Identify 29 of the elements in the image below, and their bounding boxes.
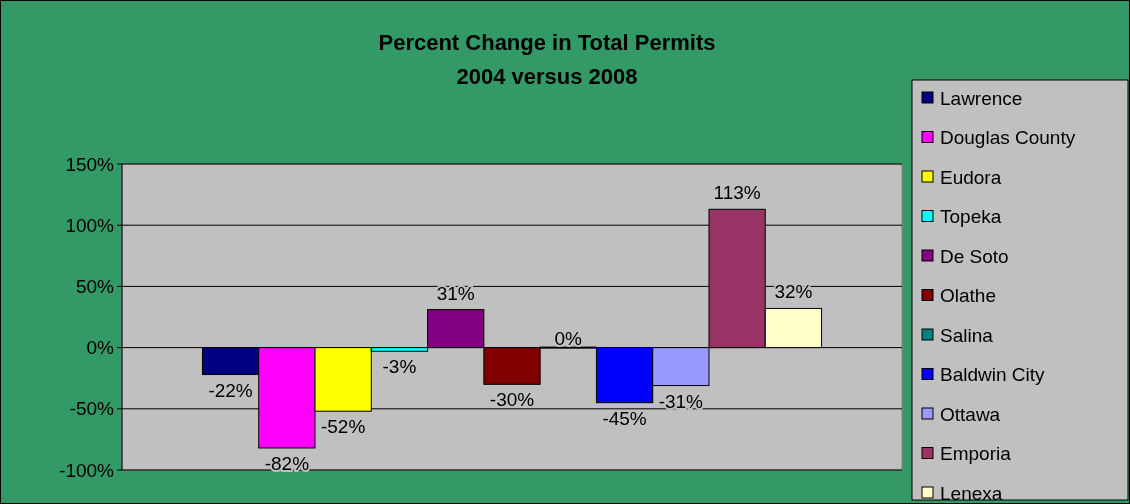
data-label: -52% — [320, 416, 366, 438]
data-label: -30% — [489, 389, 535, 411]
chart-title: Percent Change in Total Permits 2004 versus 2008 — [378, 30, 716, 89]
legend-label: De Soto — [940, 245, 1009, 267]
data-label: -22% — [208, 379, 253, 401]
legend-label: Lawrence — [940, 87, 1023, 109]
data-label: -3% — [382, 356, 417, 378]
y-tick-label: -50% — [69, 398, 115, 420]
legend-label: Lenexa — [940, 482, 1003, 504]
legend-label: Olathe — [940, 285, 996, 307]
legend-label: Eudora — [940, 166, 1002, 188]
data-label: 31% — [436, 282, 475, 304]
y-tick-label: -100% — [59, 459, 115, 481]
legend-label: Emporia — [940, 443, 1012, 465]
legend-label: Topeka — [940, 206, 1002, 228]
legend-label: Ottawa — [940, 403, 1001, 425]
y-tick-label: 0% — [86, 337, 115, 359]
legend-label: Baldwin City — [940, 364, 1046, 386]
y-tick-label: 150% — [65, 153, 115, 175]
y-tick-label: 100% — [65, 214, 115, 236]
legend-label: Douglas County — [940, 127, 1076, 149]
data-label: 32% — [774, 281, 813, 303]
data-label: 0% — [554, 327, 583, 349]
y-tick-label: 50% — [75, 276, 115, 298]
data-label: 113% — [713, 182, 761, 204]
data-label: -45% — [602, 407, 647, 429]
data-label: -82% — [264, 452, 310, 474]
data-label: -31% — [658, 390, 704, 412]
legend-label: Salina — [940, 324, 994, 346]
